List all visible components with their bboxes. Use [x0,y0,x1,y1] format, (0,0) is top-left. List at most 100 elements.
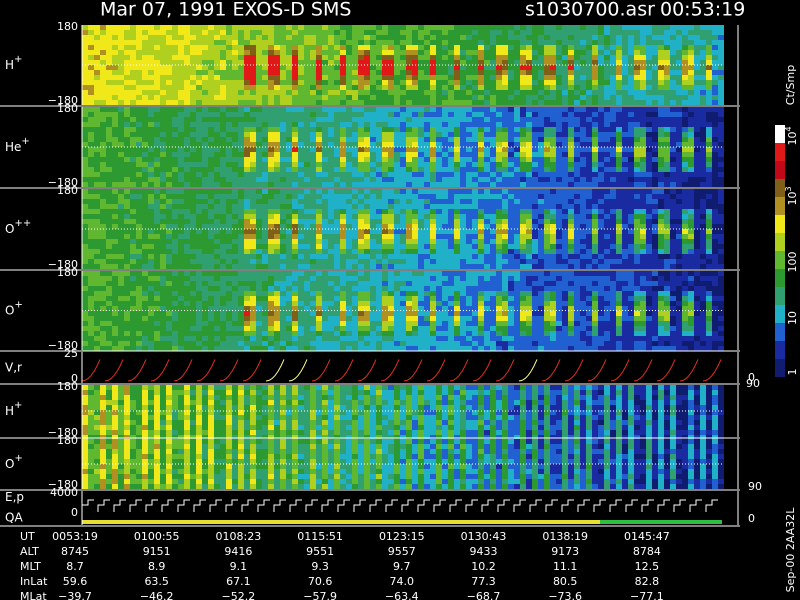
spectrogram-cell [118,254,124,259]
spectrogram-cell [166,100,172,105]
spectrogram-cell [628,157,634,162]
spectrogram-cell [130,80,136,85]
spectrogram-cell [496,249,502,254]
spectrogram-cell [208,127,214,132]
spectrogram-cell [442,177,448,182]
spectrogram-cell [652,162,658,167]
spectrogram-cell [346,209,352,214]
spectrogram-cell [460,142,466,147]
spectrogram-cell [280,80,286,85]
spectrogram-cell [640,157,646,162]
spectrogram-cell [544,204,550,209]
spectrogram-cell [124,264,130,269]
spectrogram-cell [490,244,496,249]
spectrogram-cell [568,157,574,162]
spectrogram-cell [160,55,166,60]
spectrogram-cell [178,132,184,137]
spectrogram-cell [532,172,538,177]
spectrogram-cell [148,127,154,132]
spectrogram-cell [256,90,262,95]
spectrogram-cell [484,65,490,70]
spectrogram-cell [532,75,538,80]
spectrogram-cell [100,264,106,269]
spectrogram-cell [526,55,532,60]
spectrogram-cell [514,249,520,254]
spectrogram-cell [514,65,520,70]
spectrogram-cell [154,142,160,147]
spectrogram-cell [616,147,622,152]
spectrogram-cell [574,40,580,45]
spectrogram-cell [508,254,514,259]
spectrogram-cell [130,142,136,147]
spectrogram-cell [322,95,328,100]
spectrogram-cell [166,137,172,142]
spectrogram-cell [226,85,232,90]
spectrogram-cell [280,127,286,132]
spectrogram-cell [520,214,526,219]
spectrogram-cell [364,107,370,112]
spectrogram-cell [418,162,424,167]
spectrogram-cell [394,199,400,204]
spectrogram-cell [448,147,454,152]
spectrogram-cell [184,162,190,167]
spectrogram-cell [256,45,262,50]
spectrogram-cell [478,214,484,219]
spectrogram-cell [484,219,490,224]
spectrogram-cell [496,127,502,132]
spectrogram-cell [622,142,628,147]
spectrogram-cell [352,157,358,162]
spectrogram-cell [274,167,280,172]
spectrogram-cell [130,95,136,100]
spectrogram-cell [616,132,622,137]
spectrogram-cell [322,234,328,239]
spectrogram-cell [256,189,262,194]
spectrogram-cell [466,142,472,147]
spectrogram-cell [154,40,160,45]
spectrogram-cell [718,70,724,75]
spectrogram-cell [286,152,292,157]
spectrogram-cell [598,132,604,137]
spectrogram-cell [652,219,658,224]
spectrogram-cell [124,259,130,264]
spectrogram-cell [88,70,94,75]
spectrogram-cell [568,107,574,112]
spectrogram-cell [118,209,124,214]
spectrogram-cell [466,214,472,219]
spectrogram-cell [406,75,412,80]
spectrogram-cell [166,65,172,70]
spectrogram-cell [232,264,238,269]
spectrogram-cell [592,152,598,157]
spectrogram-cell [232,112,238,117]
spectrogram-cell [208,70,214,75]
spectrogram-cell [136,177,142,182]
spectrogram-cell [220,162,226,167]
spectrogram-cell [94,224,100,229]
spectrogram-cell [586,75,592,80]
spectrogram-cell [574,162,580,167]
spectrogram-cell [298,60,304,65]
spectrogram-cell [286,107,292,112]
spectrogram-cell [136,214,142,219]
spectrogram-cell [610,117,616,122]
spectrogram-cell [394,249,400,254]
spectrogram-cell [244,147,250,152]
spectrogram-cell [550,244,556,249]
spectrogram-cell [622,189,628,194]
spectrogram-cell [232,95,238,100]
spectrogram-cell [244,254,250,259]
spectrogram-cell [136,132,142,137]
spectrogram-cell [346,214,352,219]
spectrogram-cell [436,100,442,105]
spectrogram-cell [256,40,262,45]
spectrogram-cell [646,70,652,75]
spectrogram-cell [304,132,310,137]
spectrogram-cell [136,189,142,194]
spectrogram-cell [622,25,628,30]
spectrogram-cell [322,224,328,229]
spectrogram-cell [586,65,592,70]
spectrogram-cell [502,132,508,137]
spectrogram-cell [154,189,160,194]
time: 00:53:19 [660,0,745,21]
spectrogram-cell [682,122,688,127]
spectrogram-cell [172,249,178,254]
